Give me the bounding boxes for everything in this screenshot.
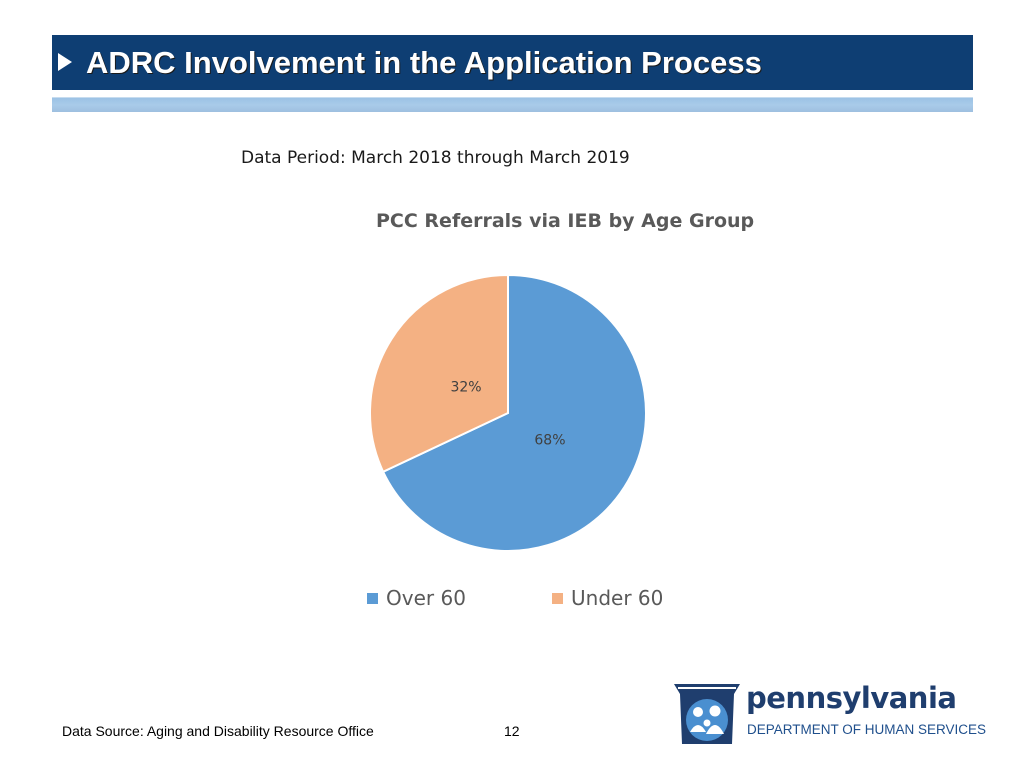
logo-department: DEPARTMENT OF HUMAN SERVICES (747, 722, 987, 737)
data-period: Data Period: March 2018 through March 20… (241, 148, 630, 168)
accent-bar (52, 97, 973, 112)
page-number: 12 (504, 723, 520, 739)
legend-item-under-60: Under 60 (552, 586, 663, 610)
data-label-under-60: 32% (450, 379, 481, 395)
pie-slice-under-60 (369, 273, 509, 474)
slide-title: ADRC Involvement in the Application Proc… (86, 45, 762, 80)
logo-wordmark: pennsylvania (746, 681, 957, 715)
pie-chart: 68% 32% (369, 273, 647, 552)
legend-swatch-under-60 (552, 592, 563, 604)
legend-item-over-60: Over 60 (367, 586, 466, 610)
data-source: Data Source: Aging and Disability Resour… (62, 723, 374, 739)
title-bar: ADRC Involvement in the Application Proc… (52, 35, 973, 90)
legend-label-under-60: Under 60 (571, 586, 664, 610)
data-label-over-60: 68% (534, 433, 565, 449)
bullet-arrow-icon (58, 53, 72, 71)
pie-slice-over-60 (381, 273, 647, 552)
chart-title: PCC Referrals via IEB by Age Group (376, 210, 755, 232)
legend-swatch-over-60 (367, 592, 378, 604)
pa-dhs-logo: pennsylvania DEPARTMENT OF HUMAN SERVICE… (672, 680, 986, 750)
legend-label-over-60: Over 60 (386, 586, 466, 610)
keystone-family-icon (674, 684, 740, 744)
